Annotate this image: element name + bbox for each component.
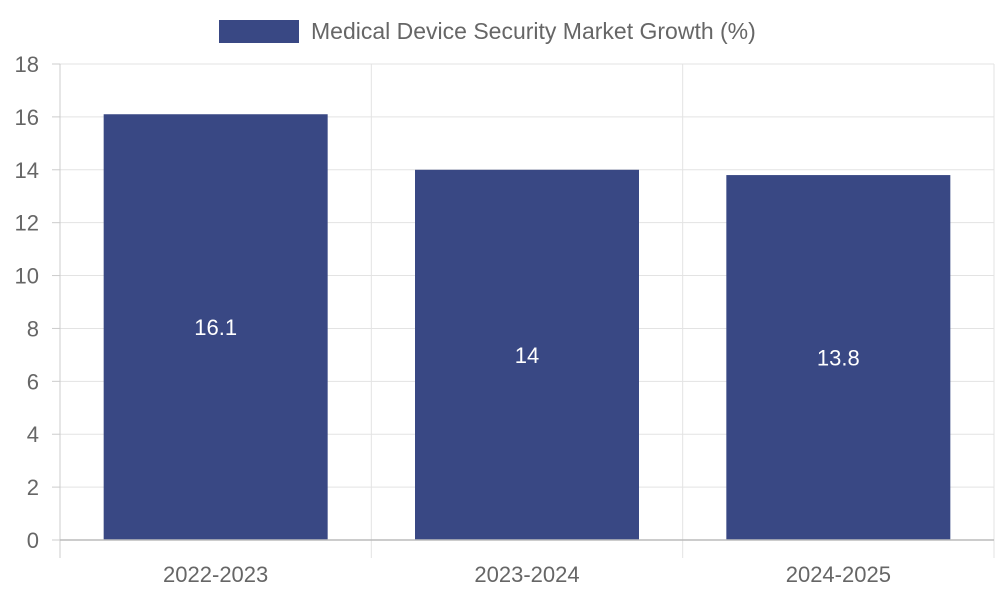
x-tick-label: 2024-2025 [786,562,891,587]
y-tick-label: 0 [27,528,39,553]
y-tick-label: 4 [27,422,39,447]
y-tick-label: 14 [15,158,39,183]
y-tick-label: 6 [27,369,39,394]
y-tick-label: 16 [15,105,39,130]
x-tick-label: 2022-2023 [163,562,268,587]
bar-data-label: 16.1 [194,315,237,340]
axes: 0 2 4 6 8 10 12 14 16 18 2022-2023 2023-2024 2024-20… [15,52,994,587]
x-tick-label: 2023-2024 [474,562,579,587]
y-tick-label: 12 [15,211,39,236]
bars [103,114,951,541]
data-labels: 16.1 14 13.8 [194,315,859,370]
bar-data-label: 13.8 [817,346,860,371]
legend[interactable]: Medical Device Security Market Growth (%… [219,18,756,44]
bar-2022-2023[interactable] [103,114,328,540]
bar-data-label: 14 [515,343,539,368]
y-tick-label: 10 [15,264,39,289]
y-tick-label: 2 [27,475,39,500]
legend-label: Medical Device Security Market Growth (%… [311,18,756,44]
y-tick-label: 18 [15,52,39,77]
y-tick-label: 8 [27,316,39,341]
bar-2024-2025[interactable] [726,175,951,541]
bar-2023-2024[interactable] [415,169,639,540]
legend-swatch [219,20,299,43]
